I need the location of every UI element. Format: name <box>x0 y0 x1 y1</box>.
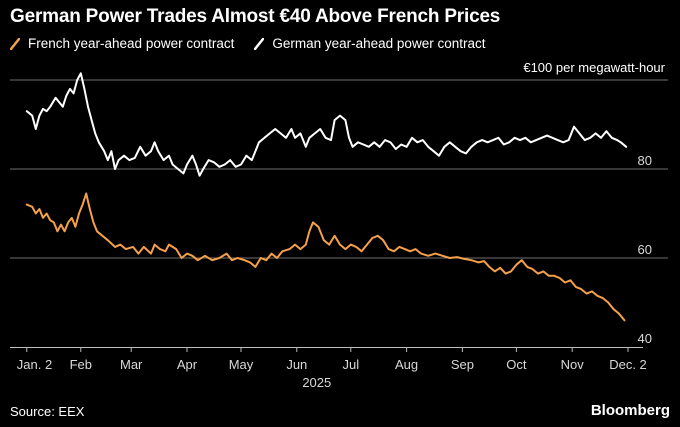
series-line-french <box>25 192 626 322</box>
y-tick-label-60: 60 <box>638 242 652 257</box>
y-tick-label-40: 40 <box>638 331 652 346</box>
x-tick-label-0: Jan. 2 <box>17 357 52 372</box>
y-tick-label-80: 80 <box>638 153 652 168</box>
legend-item-french: French year-ahead power contract <box>10 36 234 51</box>
legend-label-french: French year-ahead power contract <box>28 36 235 51</box>
x-tick-label-6: Jul <box>342 357 359 372</box>
x-tick-label-10: Nov <box>561 357 585 372</box>
legend-swatch-french <box>10 37 20 50</box>
x-tick-label-4: May <box>229 357 254 372</box>
x-tick-label-2: Mar <box>120 357 143 372</box>
legend-item-german: German year-ahead power contract <box>254 36 485 51</box>
legend-label-german: German year-ahead power contract <box>272 36 486 51</box>
brand-logo: Bloomberg <box>590 402 670 419</box>
legend-swatch-german <box>254 37 265 50</box>
x-tick-label-7: Aug <box>395 357 418 372</box>
x-tick-label-1: Feb <box>70 357 92 372</box>
y-unit-label: €100 per megawatt-hour <box>523 60 665 75</box>
chart-title: German Power Trades Almost €40 Above Fre… <box>10 6 501 27</box>
x-tick-label-8: Sep <box>451 357 474 372</box>
legend: French year-ahead power contract German … <box>10 36 505 51</box>
x-tick-label-9: Oct <box>506 357 527 372</box>
x-year-label: 2025 <box>302 375 331 390</box>
x-tick-label-3: Apr <box>177 357 198 372</box>
source-note: Source: EEX <box>10 404 85 419</box>
x-tick-label-5: Jun <box>286 357 307 372</box>
series-line-german <box>25 72 628 177</box>
x-tick-label-11: Dec. 2 <box>609 357 647 372</box>
